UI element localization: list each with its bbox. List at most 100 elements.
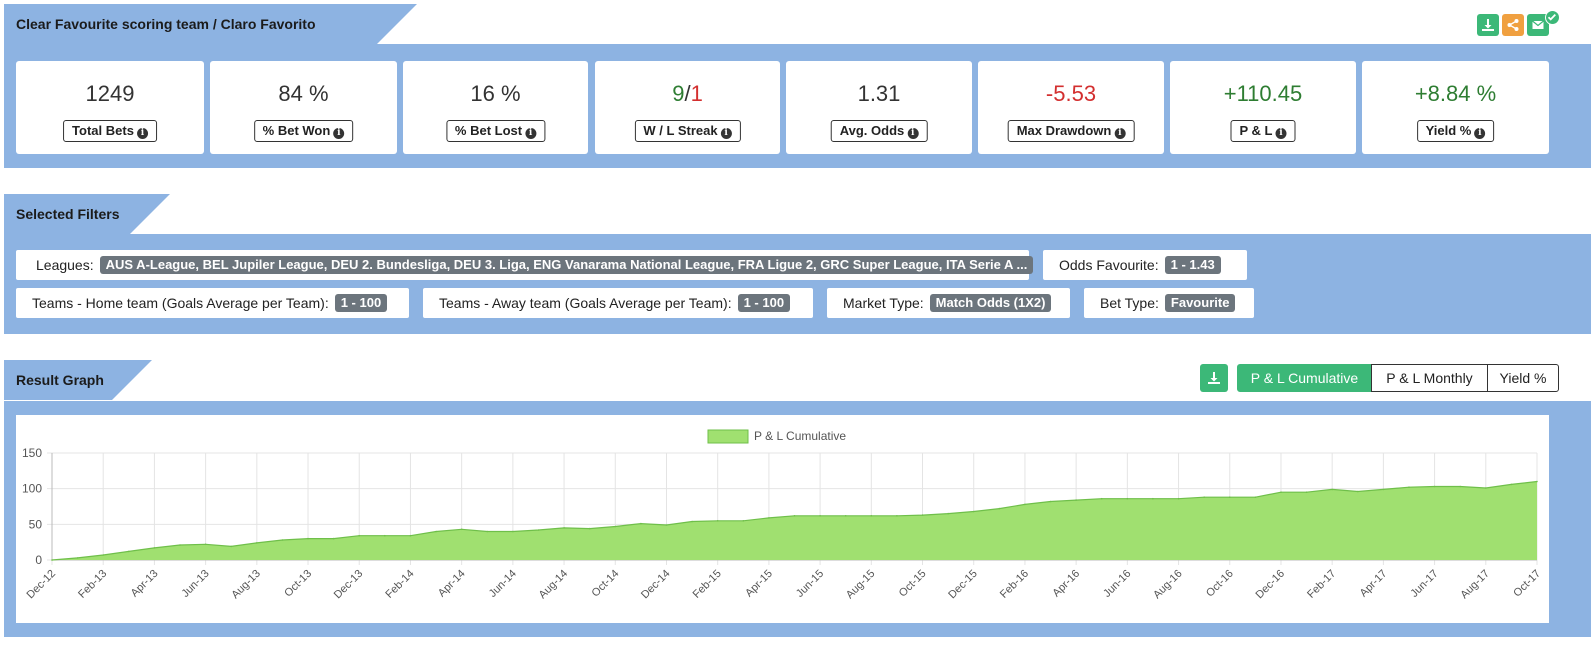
data-point [128,550,130,553]
stat-label-text: P & L [1239,123,1273,138]
stat-label-avg-odds[interactable]: Avg. Odds i [830,120,928,142]
x-tick-label: Jun-16 [1101,568,1133,600]
data-point [1024,503,1026,506]
stat-label-wl-streak[interactable]: W / L Streak i [634,120,741,142]
stat-label-text: Max Drawdown [1016,123,1112,138]
x-tick-label: Oct-15 [897,568,929,600]
email-icon [1532,20,1544,29]
data-point [691,520,693,523]
filter-market-value: Match Odds (1X2) [929,294,1052,312]
x-tick-label: Feb-14 [383,568,416,601]
data-point [409,534,412,537]
data-point [102,554,104,556]
filter-odds-value: 1 - 1.43 [1164,256,1221,274]
filter-market-type: Market Type: Match Odds (1X2) [827,288,1070,318]
x-tick-label: Dec-16 [1254,568,1288,602]
filter-away-value: 1 - 100 [737,294,791,312]
info-icon[interactable]: i [1474,128,1486,139]
streak-win: 9 [672,81,685,106]
stat-label-yield[interactable]: Yield % i [1416,120,1495,142]
tab-pl-monthly[interactable]: P & L Monthly [1371,364,1488,392]
stat-card-avg-odds: 1.31 Avg. Odds i [786,61,972,154]
info-icon[interactable]: i [1275,128,1287,139]
x-tick-label: Feb-16 [998,568,1031,601]
chart-container: 0 50 100 150 Dec-12 Feb-13 Apr-13 Jun-13 Aug-13 O… [16,415,1549,623]
x-tick-label: Feb-13 [76,568,109,601]
data-point [870,515,873,517]
data-point [614,525,617,528]
filter-home-label: Teams - Home team (Goals Average per Tea… [32,295,329,311]
filters-tab: Selected Filters [4,194,170,234]
data-point [563,527,565,529]
info-icon[interactable]: i [720,128,732,139]
data-point [742,520,745,522]
data-point [972,510,975,513]
data-point [256,542,258,544]
stat-label-bet-won[interactable]: % Bet Won i [253,120,354,142]
info-icon[interactable]: i [333,128,345,139]
data-point [179,544,181,546]
y-tick-label: 150 [22,446,42,460]
pl-cumulative-chart: 0 50 100 150 Dec-12 Feb-13 Apr-13 Jun-13 Aug-13 O… [22,429,1543,602]
x-tick-label: Dec-15 [946,568,980,602]
data-point [460,528,463,531]
stat-value-yield: +8.84 % [1414,81,1497,106]
y-tick-label: 100 [22,482,42,496]
data-point [588,527,591,530]
x-tick-label: Dec-13 [332,568,366,602]
download-button[interactable] [1477,14,1499,36]
email-button[interactable] [1527,14,1549,36]
share-button[interactable] [1502,14,1524,36]
x-tick-label: Jun-15 [794,568,826,600]
data-point [153,547,156,549]
data-point [819,515,821,517]
data-point [844,515,847,517]
x-tick-label: Aug-14 [537,568,571,602]
data-point [896,515,898,517]
data-point [998,507,1001,510]
data-point [1331,488,1333,491]
stat-label-bet-lost[interactable]: % Bet Lost i [445,120,546,142]
data-point [1126,497,1129,500]
data-point [640,522,642,525]
info-icon[interactable]: i [525,128,537,139]
data-point [921,514,924,516]
data-point [230,545,232,548]
stat-value-max-drawdown: -5.53 [1045,81,1097,106]
info-icon[interactable]: i [907,128,919,139]
data-point [204,543,207,546]
stat-label-text: Yield % [1425,123,1472,138]
data-point [1433,485,1436,488]
info-icon[interactable]: i [1114,128,1126,139]
x-tick-label: Apr-15 [743,568,775,600]
stat-label-total-bets[interactable]: Total Bets i [63,120,157,142]
stat-card-max-drawdown: -5.53 Max Drawdown i [978,61,1164,154]
info-icon[interactable]: i [136,128,148,139]
x-tick-label: Oct-17 [1511,568,1543,600]
data-point [1203,496,1205,498]
x-tick-label: Apr-14 [436,568,468,600]
streak-separator: / [684,81,691,106]
data-point [1459,485,1461,488]
tab-pl-cumulative[interactable]: P & L Cumulative [1237,364,1372,392]
legend-label: P & L Cumulative [754,429,846,443]
stat-label-max-drawdown[interactable]: Max Drawdown i [1007,120,1135,142]
stat-label-text: Total Bets [72,123,134,138]
filter-bettype-value: Favourite [1164,294,1236,312]
filter-leagues-label: Leagues: [36,257,94,273]
check-icon [1545,10,1560,25]
series-area [52,481,1537,560]
data-point [665,524,668,526]
y-tick-label: 0 [35,553,42,567]
filter-odds: Odds Favourite: 1 - 1.43 [1043,250,1247,280]
filter-home-team: Teams - Home team (Goals Average per Tea… [16,288,409,318]
graph-download-button[interactable] [1200,364,1228,392]
data-point [1510,483,1513,486]
stat-card-bet-won: 84 % % Bet Won i [210,61,397,154]
data-point [537,529,540,531]
tab-yield[interactable]: Yield % [1487,364,1559,392]
legend-swatch [707,429,749,444]
x-tick-label: Oct-13 [282,568,314,600]
y-tick-label: 50 [29,517,43,531]
